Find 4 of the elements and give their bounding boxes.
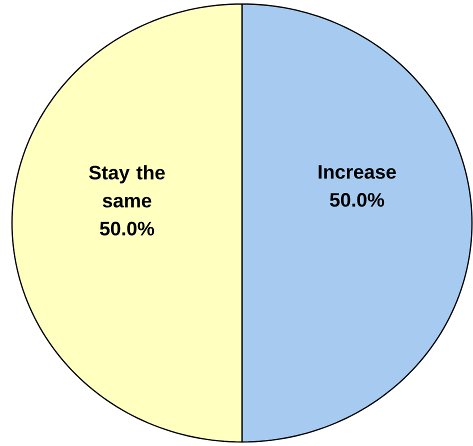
slice-label: Stay the same (89, 165, 165, 208)
data-label: 50.0% (100, 222, 154, 236)
data-label: 50.0% (330, 192, 384, 207)
slice-label: Increase (318, 165, 396, 179)
